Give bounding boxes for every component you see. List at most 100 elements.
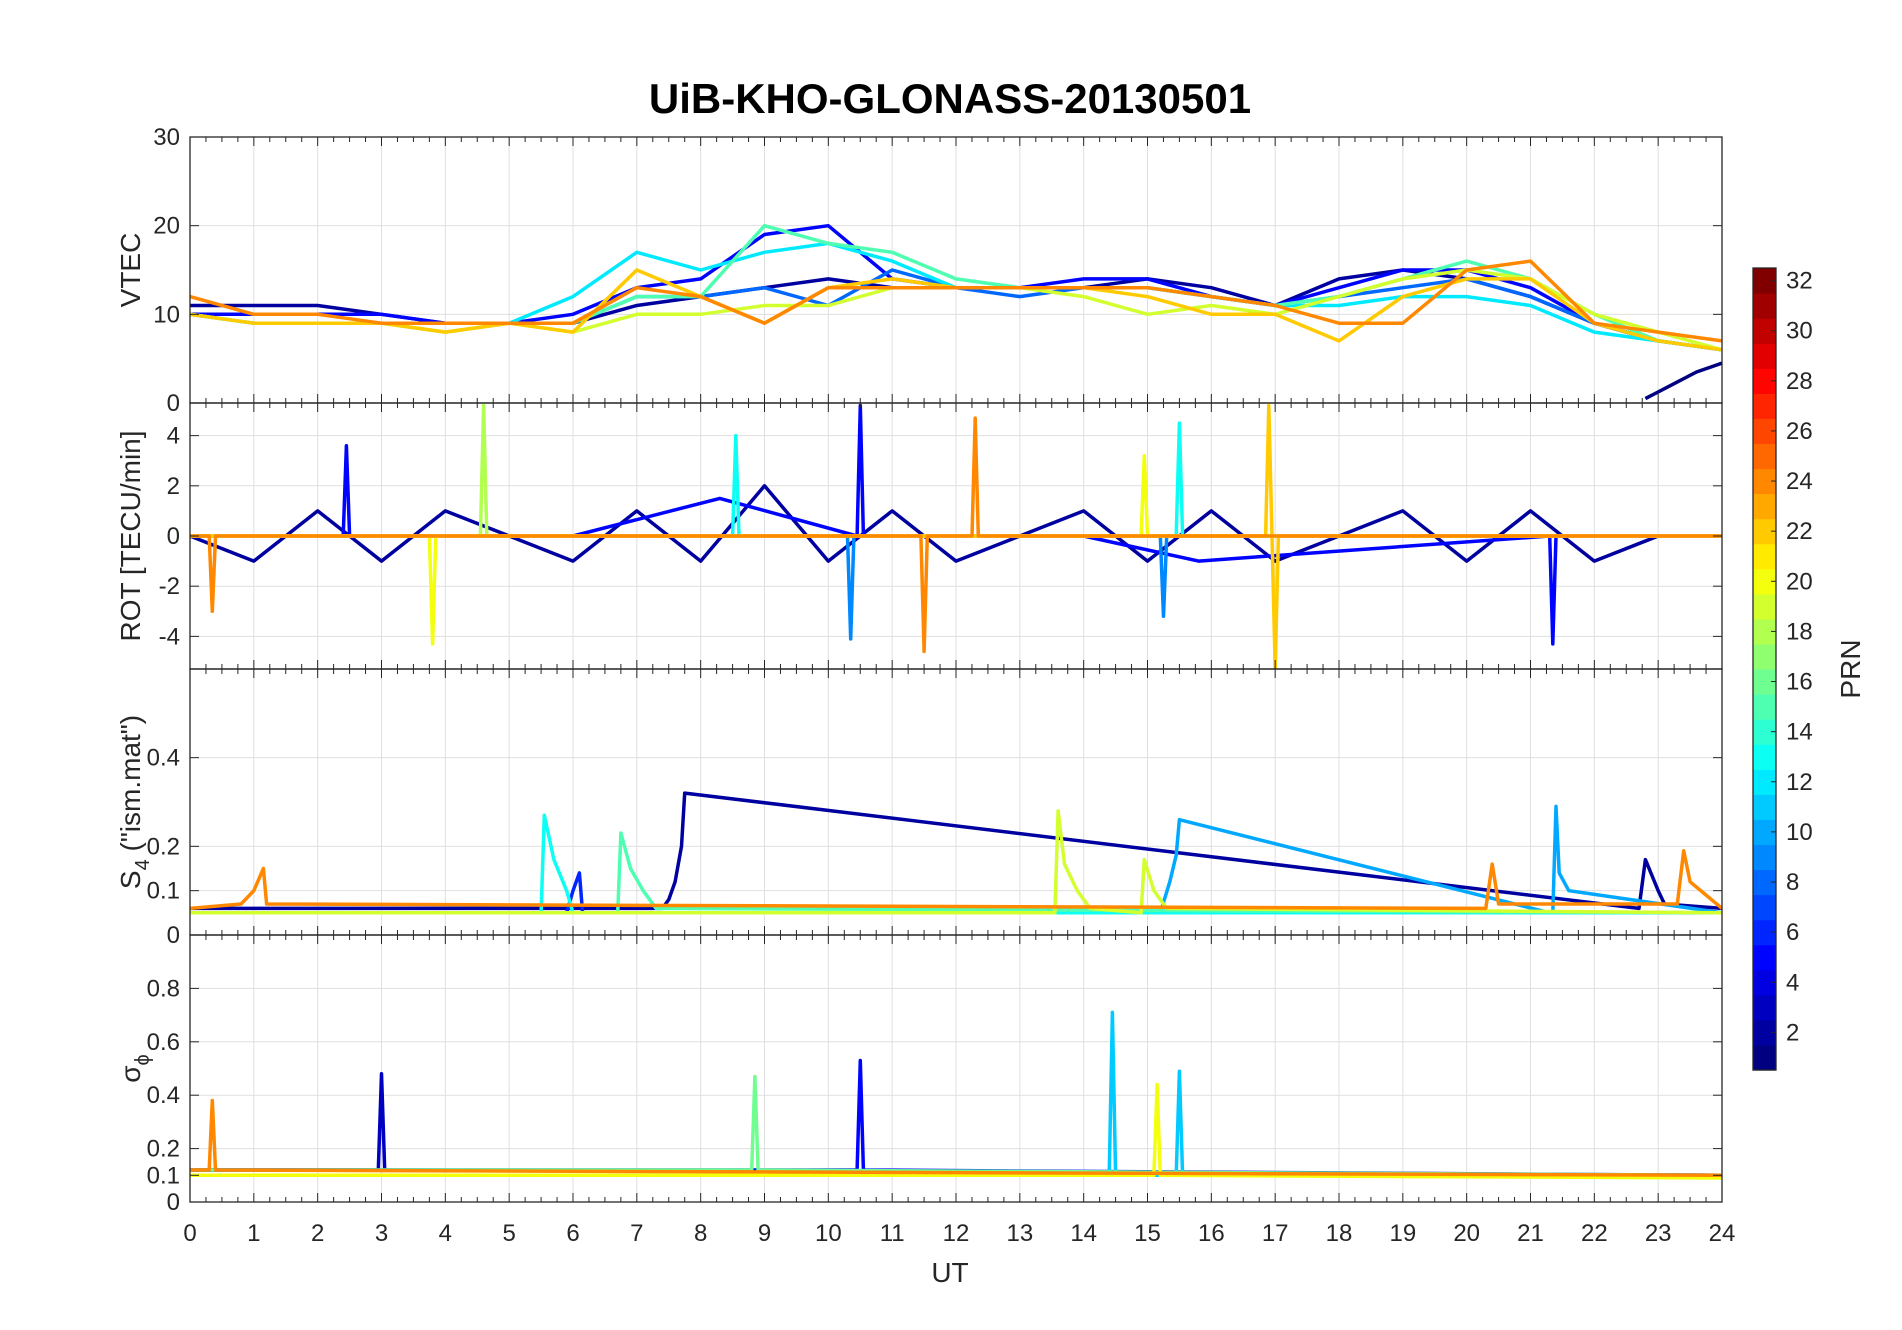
series-group [190,223,1722,401]
colorbar-tick-label: 2 [1786,1019,1799,1046]
x-tick-label: 21 [1517,1220,1544,1247]
y-tick-label: -2 [159,573,180,600]
colorbar-frame [1752,267,1777,1071]
series-line-prn-24 [190,259,1722,343]
series-group [190,791,1722,915]
colorbar-swatch [1753,944,1776,971]
x-tick-label: 12 [943,1220,970,1247]
x-tick-label: 10 [815,1220,842,1247]
colorbar-swatch [1753,719,1776,745]
colorbar-swatch [1753,994,1776,1021]
x-tick-label: 7 [630,1220,643,1247]
chart-title: UiB-KHO-GLONASS-20130501 [649,75,1251,122]
y-tick-label: 30 [153,124,180,151]
y-tick-label: 2 [167,473,180,500]
colorbar-swatch [1753,969,1776,996]
x-tick-label: 0 [183,1220,196,1247]
y-tick-label: 0.4 [147,1082,180,1109]
colorbar-swatch [1753,268,1776,294]
colorbar-swatch [1753,318,1776,344]
colorbar-swatch [1753,744,1776,770]
colorbar-swatch [1753,393,1776,419]
y-axis-label-text: ("ism.mat") [115,715,146,859]
x-tick-label: 17 [1262,1220,1289,1247]
colorbar-swatch [1753,568,1776,595]
y-tick-label: 0.6 [147,1029,180,1056]
colorbar-label: PRN [1835,639,1866,698]
y-tick-label: 0 [167,1189,180,1216]
x-tick-label: 14 [1070,1220,1097,1247]
x-tick-label: 8 [694,1220,707,1247]
grid [189,669,1723,936]
x-tick-label: 4 [439,1220,452,1247]
y-axis-label-subscript: 4 [132,859,154,870]
panel-rot: -4 -2 0 2 4 ROT [TECU/min] [115,402,1723,670]
y-tick-label: -4 [159,623,180,650]
panel-s4: 0 0.1 0.2 0.4S4 ("ism.mat") [115,668,1723,949]
colorbar-tick-label: 24 [1786,468,1813,495]
y-axis-label: VTEC [115,233,146,308]
grid [189,935,1723,1203]
colorbar-swatch [1753,493,1776,520]
colorbar-swatch [1753,769,1776,795]
colorbar-swatch [1753,894,1776,921]
y-tick-label: 0.1 [147,1162,180,1189]
series-group [190,1010,1722,1180]
series-line-prn-2 [190,791,1722,911]
colorbar-swatch [1753,618,1776,645]
x-tick-label: 13 [1006,1220,1033,1247]
y-tick-label: 10 [153,301,180,328]
colorbar-tick-label: 6 [1786,919,1799,946]
x-tick-label: 6 [566,1220,579,1247]
x-axis-tick-labels: 0 1 2 3 4 5 6 7 8 9 10 11 12 13 14 15 16 17 18 19 20 21 22 23 24 [183,1220,1735,1247]
colorbar-swatch [1753,694,1776,720]
x-tick-label: 11 [880,1220,905,1247]
y-tick-label: 0 [167,390,180,417]
x-tick-label: 18 [1326,1220,1353,1247]
y-tick-label: 4 [167,423,180,450]
x-tick-label: 15 [1134,1220,1161,1247]
x-tick-label: 19 [1389,1220,1416,1247]
y-tick-label: 0.2 [147,833,180,860]
panel-sigma_phi: 00.10.2 0.4 0.6 0.8 σϕ [115,934,1723,1216]
colorbar-swatch [1753,293,1776,319]
colorbar-swatch [1753,468,1776,495]
colorbar-swatch [1753,794,1776,820]
colorbar-tick-label: 8 [1786,869,1799,896]
colorbar-swatch [1753,1044,1776,1071]
y-axis-label: S4 ("ism.mat") [115,715,154,889]
colorbar-swatch [1753,819,1776,846]
y-tick-label: 0.1 [147,878,180,905]
series-line-prn-24 [190,849,1722,911]
series-line-prn-1 [1644,361,1722,401]
colorbar-tick-label: 18 [1786,618,1813,645]
colorbar-tick-label: 10 [1786,819,1813,846]
colorbar-swatch [1753,443,1776,470]
x-tick-label: 23 [1645,1220,1672,1247]
colorbar-swatch [1753,343,1776,369]
colorbar-tick-label: 30 [1786,318,1813,345]
colorbar-tick-label: 16 [1786,669,1813,696]
y-axis-label: ROT [TECU/min] [115,430,146,641]
colorbar-tick-label: 12 [1786,769,1813,796]
colorbar-swatch [1753,543,1776,570]
x-tick-label: 1 [247,1220,260,1247]
colorbar-swatch [1753,593,1776,620]
y-tick-label: 20 [153,213,180,240]
colorbar-swatch [1753,368,1776,394]
panel-vtec: 0 10 20 30 VTEC [115,124,1723,417]
colorbar-tick-label: 14 [1786,719,1813,746]
y-axis-label-subscript: ϕ [132,1054,154,1065]
colorbar-tick-label: 32 [1786,268,1813,295]
series-line-prn-2 [190,484,1722,563]
colorbar-swatch [1753,418,1776,445]
colorbar-tick-label: 28 [1786,368,1813,395]
x-tick-label: 9 [758,1220,771,1247]
x-tick-label: 3 [375,1220,388,1247]
y-tick-label: 0 [167,922,180,949]
colorbar-swatch [1753,518,1776,545]
series-line-prn-20 [190,1082,1722,1180]
y-tick-label: 0.4 [147,745,180,772]
